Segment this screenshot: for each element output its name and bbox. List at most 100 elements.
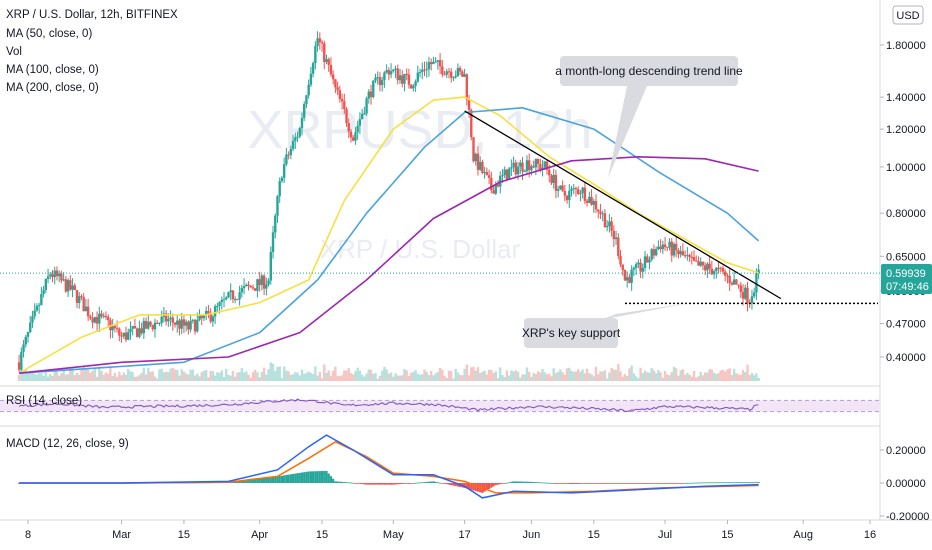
macd-histogram-bar bbox=[374, 483, 377, 485]
price-axis[interactable]: 0.400000.470000.550000.650000.800001.000… bbox=[880, 0, 929, 523]
candle-body bbox=[155, 322, 159, 324]
volume-bar bbox=[732, 368, 736, 381]
macd-histogram-bar bbox=[410, 483, 413, 484]
time-tick-label: 8 bbox=[25, 529, 31, 541]
volume-bar bbox=[131, 372, 134, 381]
candle-body bbox=[193, 319, 197, 332]
candle-body bbox=[363, 113, 366, 115]
macd-histogram-bar bbox=[510, 481, 513, 483]
volume-bar bbox=[205, 369, 208, 381]
macd-histogram-bar bbox=[657, 483, 660, 484]
macd-histogram-bar bbox=[586, 483, 589, 484]
volume-bar bbox=[300, 369, 304, 381]
macd-histogram-bar bbox=[354, 483, 357, 484]
volume-bar bbox=[140, 373, 143, 381]
volume-bar bbox=[456, 372, 460, 381]
volume-bar bbox=[690, 376, 693, 381]
candle-body bbox=[191, 319, 195, 321]
candle-body bbox=[668, 241, 671, 248]
volume-bar bbox=[280, 377, 284, 381]
ma200-line bbox=[19, 156, 759, 374]
volume-bar bbox=[626, 375, 629, 381]
macd-histogram-bar bbox=[467, 483, 471, 490]
candlestick-series bbox=[17, 31, 760, 373]
macd-histogram-bar bbox=[363, 483, 366, 485]
volume-bar bbox=[374, 372, 377, 381]
candle-body bbox=[574, 188, 578, 190]
volume-bar bbox=[679, 370, 682, 381]
macd-histogram-bar bbox=[298, 472, 301, 483]
candle-body bbox=[278, 181, 281, 197]
candle-body bbox=[331, 74, 335, 80]
candle-body bbox=[113, 326, 117, 329]
volume-bar bbox=[467, 375, 471, 381]
candle-body bbox=[340, 98, 344, 102]
volume-bar bbox=[503, 377, 506, 381]
macd-histogram-bar bbox=[539, 482, 542, 484]
candle-body bbox=[144, 320, 148, 329]
macd-histogram-bar bbox=[710, 482, 713, 484]
time-tick-label: 16 bbox=[864, 529, 876, 541]
ma100-line bbox=[19, 107, 760, 374]
candle-body bbox=[247, 284, 250, 287]
volume-bar bbox=[543, 372, 546, 381]
candle-body bbox=[343, 101, 346, 109]
candle-body bbox=[106, 316, 110, 321]
volume-bar bbox=[617, 364, 620, 381]
candle-body bbox=[285, 154, 288, 165]
volume-bar bbox=[309, 372, 313, 381]
candle-body bbox=[637, 262, 640, 265]
candle-body bbox=[118, 328, 121, 336]
macd-histogram-bar bbox=[291, 473, 295, 483]
currency-badge[interactable] bbox=[892, 5, 924, 25]
candle-body bbox=[657, 246, 660, 250]
candle-body bbox=[590, 196, 593, 205]
volume-bar bbox=[31, 371, 34, 381]
candle-body bbox=[548, 169, 551, 176]
volume-bar bbox=[737, 374, 740, 381]
candle-body bbox=[454, 75, 457, 78]
macd-histogram-bar bbox=[574, 483, 578, 484]
candle-body bbox=[316, 38, 319, 47]
candle-body bbox=[49, 274, 52, 277]
candle-body bbox=[503, 169, 506, 176]
volume-bar bbox=[249, 377, 252, 381]
symbol-title: XRP / U.S. Dollar, 12h, BITFINEX bbox=[6, 9, 178, 21]
macd-histogram-bar bbox=[741, 482, 745, 484]
time-axis[interactable]: 8 Mar 15 Apr 15 May 17 Jun 15 Jul 15 Aug 16 bbox=[25, 520, 876, 541]
volume-bar bbox=[463, 368, 466, 381]
candle-body bbox=[129, 328, 132, 333]
volume-bar bbox=[597, 374, 600, 381]
candle-body bbox=[89, 316, 92, 319]
macd-histogram-bar bbox=[735, 482, 738, 484]
volume-bar bbox=[394, 373, 397, 381]
macd-histogram-bar bbox=[312, 471, 315, 483]
volume-bar bbox=[138, 375, 141, 381]
volume-bar bbox=[599, 371, 602, 381]
volume-bar bbox=[496, 378, 500, 381]
support-callout: XRP's key support bbox=[522, 303, 690, 348]
volume-bar bbox=[62, 370, 65, 381]
candle-body bbox=[380, 79, 384, 86]
trend-callout-box bbox=[560, 56, 738, 86]
candle-body bbox=[372, 80, 375, 98]
ma50-legend: MA (50, close, 0) bbox=[6, 28, 92, 40]
macd-histogram-bar bbox=[430, 481, 433, 483]
volume-bar bbox=[588, 373, 591, 381]
candle-body bbox=[280, 177, 284, 182]
volume-bar bbox=[532, 373, 535, 381]
volume-bar bbox=[476, 367, 480, 381]
candle-body bbox=[64, 279, 68, 292]
macd-histogram-bar bbox=[318, 471, 321, 483]
volume-bar bbox=[334, 366, 337, 381]
macd-histogram-bar bbox=[681, 483, 684, 484]
macd-histogram-bar bbox=[663, 483, 667, 484]
macd-histogram-bar bbox=[450, 483, 453, 486]
macd-histogram-bar bbox=[530, 481, 533, 483]
candle-body bbox=[242, 286, 246, 289]
candle-body bbox=[741, 291, 745, 299]
candle-body bbox=[744, 287, 747, 299]
macd-histogram-bar bbox=[258, 478, 261, 483]
macd-histogram-bar bbox=[476, 483, 480, 492]
